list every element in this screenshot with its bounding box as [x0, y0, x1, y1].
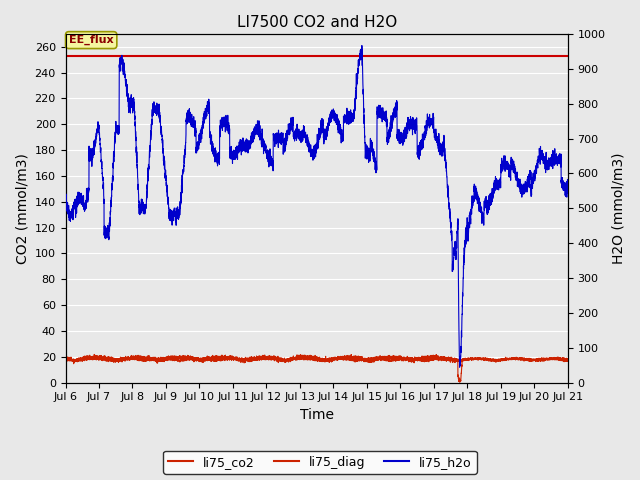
Legend: li75_co2, li75_diag, li75_h2o: li75_co2, li75_diag, li75_h2o	[163, 451, 477, 474]
Text: EE_flux: EE_flux	[69, 35, 113, 45]
Y-axis label: H2O (mmol/m3): H2O (mmol/m3)	[611, 153, 625, 264]
Title: LI7500 CO2 and H2O: LI7500 CO2 and H2O	[237, 15, 397, 30]
X-axis label: Time: Time	[300, 408, 333, 422]
Y-axis label: CO2 (mmol/m3): CO2 (mmol/m3)	[15, 153, 29, 264]
